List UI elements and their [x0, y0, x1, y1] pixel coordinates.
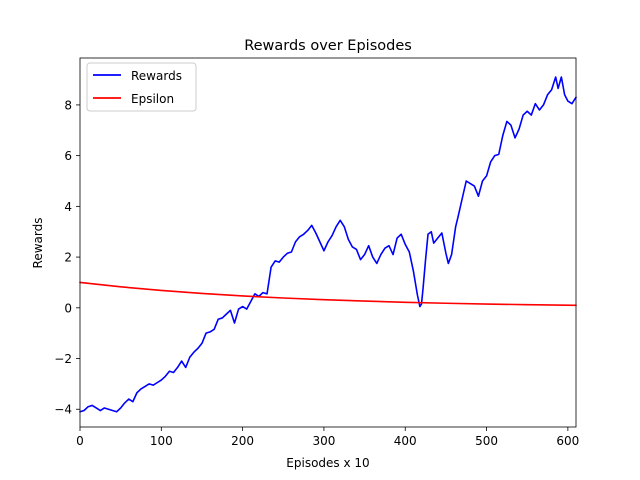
- series-line-epsilon: [79, 281, 577, 307]
- y-tick-label: −4: [54, 403, 72, 417]
- y-tick-label: 0: [64, 301, 72, 315]
- y-tick-label: 6: [64, 149, 72, 163]
- chart-title: Rewards over Episodes: [244, 38, 412, 54]
- plot-frame: [79, 57, 577, 428]
- y-tick-label: 2: [64, 251, 72, 265]
- legend-rewards-label: Rewards: [131, 69, 182, 83]
- x-tick-label: 200: [231, 434, 254, 448]
- y-tick-label: −2: [54, 352, 72, 366]
- legend: Rewards Epsilon: [86, 62, 197, 112]
- y-axis-ticks: −4 −2 0 2 4 6 8: [54, 98, 80, 417]
- x-tick-label: 500: [475, 434, 498, 448]
- series-layer: [79, 76, 577, 413]
- y-tick-label: 4: [64, 200, 72, 214]
- x-axis-ticks: 0 100 200 300 400 500 600: [76, 427, 579, 448]
- y-axis-label: Rewards: [31, 218, 45, 269]
- x-tick-label: 400: [394, 434, 417, 448]
- series-line-rewards: [79, 76, 577, 413]
- x-axis-label: Episodes x 10: [286, 456, 369, 470]
- x-tick-label: 0: [76, 434, 84, 448]
- y-tick-label: 8: [64, 98, 72, 112]
- x-tick-label: 100: [150, 434, 173, 448]
- legend-epsilon-label: Epsilon: [131, 92, 174, 106]
- x-tick-label: 300: [312, 434, 335, 448]
- plot-area: [79, 57, 577, 428]
- x-tick-label: 600: [556, 434, 579, 448]
